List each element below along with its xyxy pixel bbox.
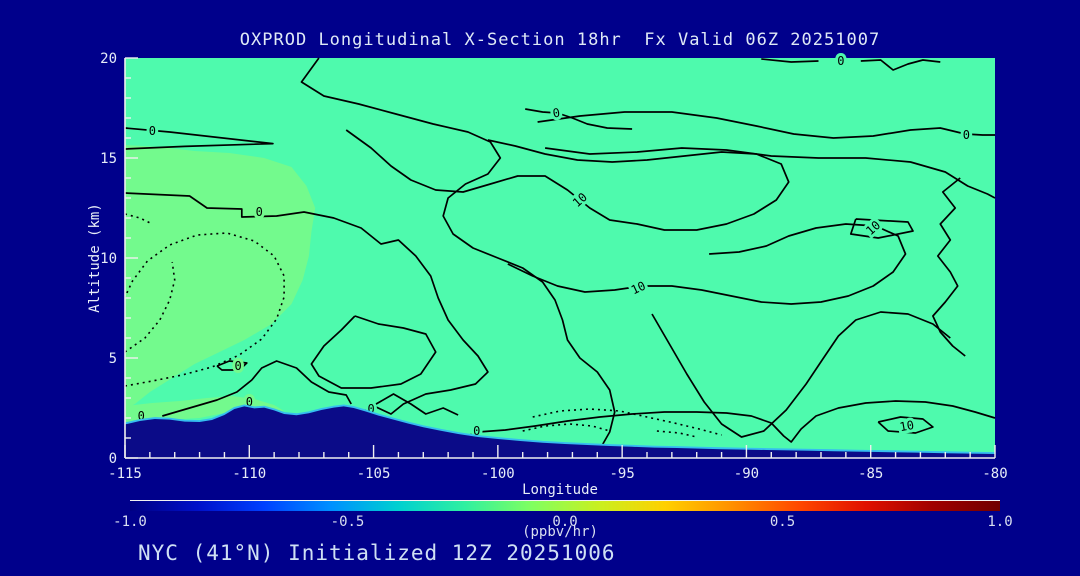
contour-line [300, 57, 616, 446]
chart-title: OXPROD Longitudinal X-Section 18hr Fx Va… [239, 30, 881, 50]
y-tick-label: 20 [100, 51, 117, 67]
contour-line [124, 127, 274, 150]
terrain-silhouette [125, 406, 995, 458]
contour-line [849, 218, 914, 239]
svg-text:0: 0 [138, 409, 145, 423]
x-axis-title: Longitude [522, 482, 598, 498]
svg-text:10: 10 [629, 279, 648, 298]
x-tick-label: -110 [232, 466, 266, 482]
x-tick-label: -100 [481, 466, 515, 482]
svg-text:10: 10 [898, 418, 915, 434]
colorbar-tick-label: 0.5 [769, 514, 796, 530]
x-tick-label: -115 [108, 466, 142, 482]
colorbar-units: (ppbv/hr) [522, 524, 598, 540]
negative-fill-region [125, 145, 316, 409]
colorbar-tick-label: -0.5 [330, 514, 365, 530]
svg-text:0: 0 [234, 359, 241, 373]
svg-text:0: 0 [837, 54, 844, 68]
y-tick-label: 10 [100, 251, 117, 267]
svg-text:0: 0 [149, 124, 156, 138]
colorbar-tick-label: -1.0 [113, 514, 147, 530]
colorbar-tick-label: 0.0 [552, 514, 578, 530]
contour-line [124, 192, 489, 415]
negative-fill-region [125, 396, 285, 423]
contour-line [932, 177, 966, 357]
y-axis-title: Altitude (km) [87, 203, 103, 313]
contour-line [452, 400, 996, 443]
x-tick-label: -95 [609, 466, 634, 482]
contour-label: 00 [231, 356, 244, 376]
y-tick-label: 0 [109, 451, 117, 467]
contour-line [525, 108, 633, 130]
contour-line-dotted [124, 213, 153, 225]
contour-line [860, 59, 941, 71]
svg-text:0: 0 [552, 105, 562, 120]
svg-text:0: 0 [963, 128, 970, 142]
contour-line [651, 311, 951, 438]
svg-text:10: 10 [898, 418, 915, 434]
run-caption: NYC (41°N) Initialized 12Z 20251006 [138, 541, 616, 565]
svg-text:0: 0 [256, 205, 263, 219]
contour-line [162, 360, 352, 417]
contour-line [877, 416, 934, 434]
x-tick-label: -85 [858, 466, 883, 482]
colorbar-gradient [130, 500, 1000, 511]
contour-line-dotted [124, 232, 285, 387]
x-tick-label: -105 [357, 466, 391, 482]
svg-text:0: 0 [837, 54, 844, 68]
contour-line [537, 111, 995, 139]
svg-text:0: 0 [963, 128, 970, 142]
svg-text:0: 0 [246, 395, 253, 409]
y-tick-label: 5 [109, 351, 117, 367]
svg-text:0: 0 [149, 124, 156, 138]
svg-text:0: 0 [473, 424, 480, 438]
contour-label: 00 [834, 51, 847, 71]
contour-line-dotted [656, 430, 697, 438]
contour-label: 00 [146, 121, 159, 141]
svg-text:0: 0 [256, 205, 263, 219]
contour-line [216, 360, 248, 371]
x-tick-label: -80 [982, 466, 1007, 482]
svg-text:0: 0 [367, 402, 374, 416]
contour-label: 00 [960, 125, 973, 145]
contour-line [544, 147, 996, 199]
contour-label: 00 [253, 202, 266, 222]
contour-line [310, 315, 437, 389]
colorbar-tick-label: 1.0 [987, 514, 1013, 530]
x-tick-label: -90 [734, 466, 759, 482]
svg-text:0: 0 [234, 359, 241, 373]
contour-line [345, 129, 790, 231]
contour-line [507, 223, 907, 305]
y-tick-label: 15 [100, 151, 117, 167]
terrain-edge-cyan [124, 404, 996, 455]
contour-line [761, 58, 819, 63]
colorbar: -1.0 -0.5 0.0 0.5 1.0 [113, 500, 1013, 530]
